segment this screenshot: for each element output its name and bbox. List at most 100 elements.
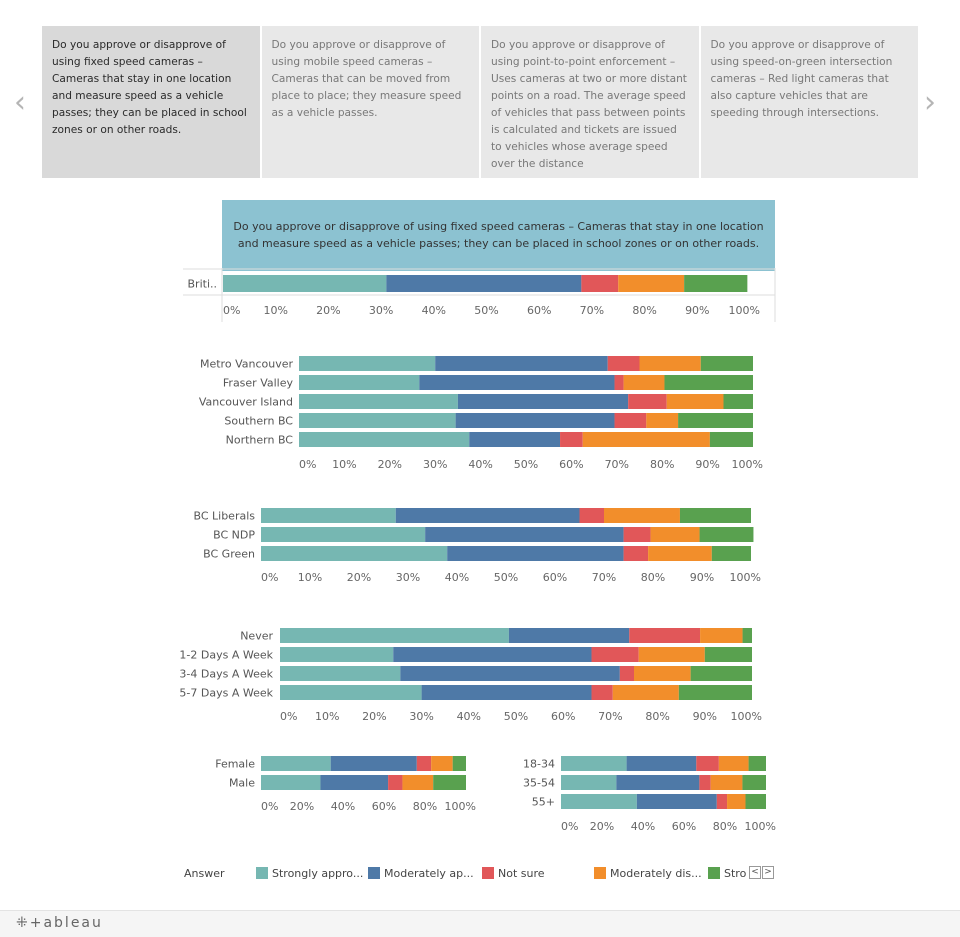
bar-5-7-days-a-week-not-sure[interactable] (591, 685, 613, 700)
bar-bc-green-moderately-approve[interactable] (447, 546, 624, 561)
bar-1-2-days-a-week-not-sure[interactable] (591, 647, 639, 662)
bar-fraser-valley-strongly-disapprove[interactable] (664, 375, 753, 390)
bar-3-4-days-a-week-moderately-approve[interactable] (400, 666, 620, 681)
bar-southern-bc-strongly-approve[interactable] (299, 413, 456, 428)
bar-bc-ndp-not-sure[interactable] (623, 527, 651, 542)
bar-northern-bc-moderately-approve[interactable] (469, 432, 561, 447)
tab-point-to-point-enforcement[interactable]: Do you approve or disapprove of using po… (481, 26, 699, 178)
bar-bc-green-strongly-approve[interactable] (261, 546, 448, 561)
bar-briti-moderately-approve[interactable] (386, 275, 582, 292)
bar-male-strongly-approve[interactable] (261, 775, 321, 790)
bar-northern-bc-moderately-disapprove[interactable] (582, 432, 710, 447)
legend-prev-button[interactable]: < (749, 866, 761, 879)
bar-5-7-days-a-week-moderately-disapprove[interactable] (612, 685, 679, 700)
bar-55-not-sure[interactable] (716, 794, 728, 809)
bar-female-strongly-approve[interactable] (261, 756, 331, 771)
bar-5-7-days-a-week-strongly-disapprove[interactable] (678, 685, 752, 700)
bar-bc-ndp-moderately-disapprove[interactable] (650, 527, 700, 542)
bar-fraser-valley-moderately-disapprove[interactable] (623, 375, 665, 390)
bar-35-54-strongly-disapprove[interactable] (742, 775, 766, 790)
bar-never-strongly-disapprove[interactable] (742, 628, 752, 643)
bar-55-strongly-approve[interactable] (561, 794, 637, 809)
bar-bc-liberals-strongly-approve[interactable] (261, 508, 396, 523)
bar-1-2-days-a-week-strongly-approve[interactable] (280, 647, 394, 662)
bar-1-2-days-a-week-moderately-disapprove[interactable] (638, 647, 705, 662)
bar-18-34-strongly-disapprove[interactable] (748, 756, 766, 771)
bar-female-moderately-approve[interactable] (330, 756, 417, 771)
bar-southern-bc-not-sure[interactable] (614, 413, 647, 428)
bar-northern-bc-strongly-disapprove[interactable] (709, 432, 753, 447)
next-arrow-icon[interactable]: › (924, 85, 936, 120)
bar-bc-green-strongly-disapprove[interactable] (711, 546, 751, 561)
bar-briti-not-sure[interactable] (581, 275, 619, 292)
legend-item-moderately-approve[interactable]: Moderately ap... (368, 867, 478, 880)
bar-bc-liberals-moderately-disapprove[interactable] (604, 508, 680, 523)
bar-18-34-moderately-approve[interactable] (626, 756, 697, 771)
bar-female-strongly-disapprove[interactable] (452, 756, 466, 771)
bar-35-54-moderately-disapprove[interactable] (710, 775, 743, 790)
bar-3-4-days-a-week-not-sure[interactable] (619, 666, 634, 681)
legend-item-not-sure[interactable]: Not sure (482, 867, 582, 880)
legend-item-moderately-disapprove[interactable]: Moderately dis... (594, 867, 706, 880)
bar-briti-strongly-disapprove[interactable] (684, 275, 748, 292)
bar-northern-bc-strongly-approve[interactable] (299, 432, 470, 447)
legend-item-strongly-disapprove[interactable]: Strongly disapprove (708, 867, 746, 880)
bar-metro-vancouver-not-sure[interactable] (607, 356, 640, 371)
bar-southern-bc-strongly-disapprove[interactable] (678, 413, 753, 428)
tab-speed-on-green-cameras[interactable]: Do you approve or disapprove of using sp… (700, 26, 918, 178)
bar-bc-liberals-strongly-disapprove[interactable] (679, 508, 751, 523)
bar-male-moderately-approve[interactable] (320, 775, 389, 790)
bar-male-not-sure[interactable] (388, 775, 403, 790)
bar-55-moderately-disapprove[interactable] (727, 794, 746, 809)
legend-item-strongly-approve[interactable]: Strongly appro... (256, 867, 364, 880)
bar-1-2-days-a-week-moderately-approve[interactable] (393, 647, 592, 662)
bar-southern-bc-moderately-disapprove[interactable] (646, 413, 679, 428)
tableau-logo[interactable]: ⁜+ableau (16, 915, 103, 931)
bar-35-54-strongly-approve[interactable] (561, 775, 617, 790)
bar-bc-liberals-not-sure[interactable] (579, 508, 605, 523)
bar-northern-bc-not-sure[interactable] (560, 432, 583, 447)
bar-male-moderately-disapprove[interactable] (402, 775, 434, 790)
bar-metro-vancouver-strongly-disapprove[interactable] (700, 356, 753, 371)
bar-3-4-days-a-week-strongly-approve[interactable] (280, 666, 401, 681)
bar-bc-ndp-moderately-approve[interactable] (425, 527, 624, 542)
bar-3-4-days-a-week-moderately-disapprove[interactable] (634, 666, 691, 681)
bar-never-not-sure[interactable] (629, 628, 701, 643)
bar-bc-green-not-sure[interactable] (623, 546, 649, 561)
bar-5-7-days-a-week-strongly-approve[interactable] (280, 685, 422, 700)
bar-metro-vancouver-moderately-disapprove[interactable] (639, 356, 701, 371)
tab-fixed-speed-cameras[interactable]: Do you approve or disapprove of using fi… (42, 26, 260, 178)
bar-southern-bc-moderately-approve[interactable] (455, 413, 615, 428)
bar-vancouver-island-strongly-approve[interactable] (299, 394, 458, 409)
bar-35-54-moderately-approve[interactable] (616, 775, 700, 790)
bar-fraser-valley-not-sure[interactable] (614, 375, 624, 390)
bar-fraser-valley-strongly-approve[interactable] (299, 375, 420, 390)
bar-bc-green-moderately-disapprove[interactable] (648, 546, 712, 561)
bar-metro-vancouver-strongly-approve[interactable] (299, 356, 436, 371)
previous-arrow-icon[interactable]: ‹ (14, 85, 26, 120)
bar-never-moderately-disapprove[interactable] (700, 628, 743, 643)
bar-bc-ndp-strongly-approve[interactable] (261, 527, 426, 542)
bar-metro-vancouver-moderately-approve[interactable] (435, 356, 608, 371)
tab-mobile-speed-cameras[interactable]: Do you approve or disapprove of using mo… (261, 26, 479, 178)
bar-18-34-moderately-disapprove[interactable] (718, 756, 749, 771)
bar-18-34-strongly-approve[interactable] (561, 756, 627, 771)
bar-55-moderately-approve[interactable] (636, 794, 717, 809)
bar-3-4-days-a-week-strongly-disapprove[interactable] (690, 666, 752, 681)
bar-1-2-days-a-week-strongly-disapprove[interactable] (704, 647, 752, 662)
bar-never-strongly-approve[interactable] (280, 628, 509, 643)
bar-fraser-valley-moderately-approve[interactable] (419, 375, 615, 390)
bar-female-moderately-disapprove[interactable] (431, 756, 453, 771)
legend-next-button[interactable]: > (762, 866, 774, 879)
bar-vancouver-island-moderately-disapprove[interactable] (666, 394, 724, 409)
bar-35-54-not-sure[interactable] (699, 775, 711, 790)
bar-vancouver-island-moderately-approve[interactable] (457, 394, 629, 409)
bar-bc-ndp-strongly-disapprove[interactable] (699, 527, 754, 542)
bar-briti-strongly-approve[interactable] (223, 275, 387, 292)
bar-vancouver-island-not-sure[interactable] (628, 394, 667, 409)
bar-bc-liberals-moderately-approve[interactable] (395, 508, 580, 523)
bar-female-not-sure[interactable] (416, 756, 432, 771)
bar-5-7-days-a-week-moderately-approve[interactable] (421, 685, 592, 700)
bar-vancouver-island-strongly-disapprove[interactable] (723, 394, 753, 409)
bar-male-strongly-disapprove[interactable] (433, 775, 466, 790)
